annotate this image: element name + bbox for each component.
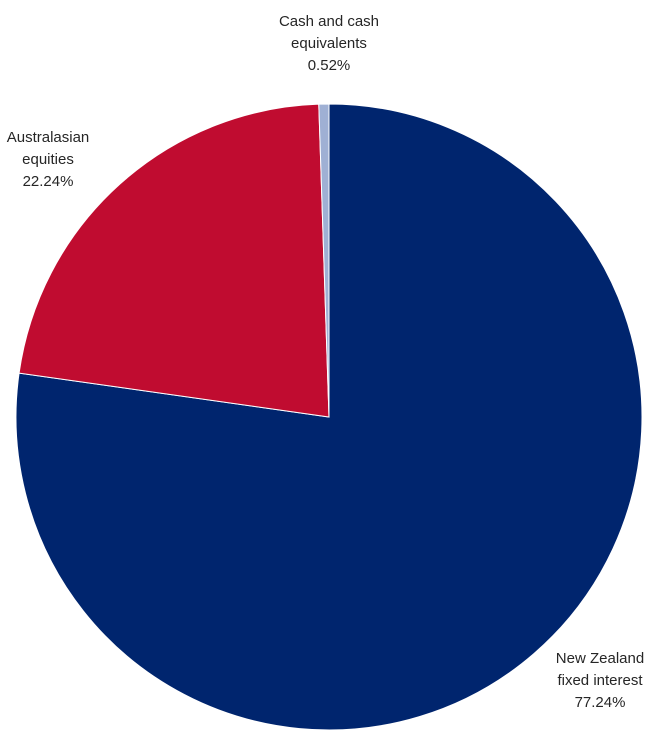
pie-labels: New Zealand fixed interest 77.24% Australas… [7, 13, 644, 711]
data-label-text: New Zealand [556, 650, 644, 667]
data-label-australasian-equities: Australasian equities 22.24% [7, 129, 90, 190]
data-label-value: 77.24% [575, 694, 626, 711]
data-label-value: 0.52% [308, 57, 351, 74]
data-label-text: equivalents [291, 35, 367, 52]
data-label-value: 22.24% [23, 173, 74, 190]
pie-slices [15, 103, 643, 730]
pie-slice-australasian-equities [18, 103, 330, 418]
data-label-text: equities [22, 151, 74, 168]
data-label-text: Australasian [7, 129, 90, 146]
data-label-text: Cash and cash [279, 13, 379, 30]
pie-slice-new-zealand-fixed-interest [15, 103, 643, 730]
data-label-cash-and-cash-equivalents: Cash and cash equivalents 0.52% [279, 13, 379, 74]
data-label-text: fixed interest [557, 672, 643, 689]
pie-slice-cash-and-cash-equivalents [318, 103, 330, 418]
data-label-new-zealand-fixed-interest: New Zealand fixed interest 77.24% [556, 650, 644, 711]
